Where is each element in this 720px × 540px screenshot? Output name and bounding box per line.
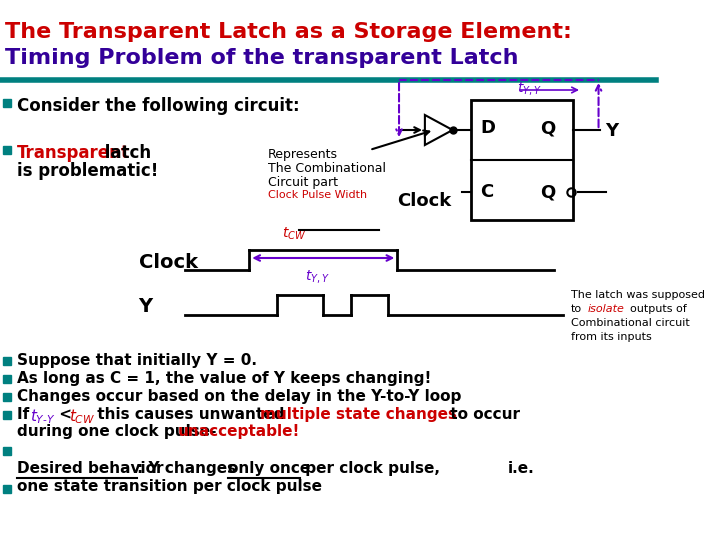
Text: isolate: isolate <box>588 304 624 314</box>
Text: C: C <box>480 183 494 201</box>
Text: Q: Q <box>540 183 556 201</box>
Text: Timing Problem of the transparent Latch: Timing Problem of the transparent Latch <box>4 48 518 68</box>
Text: unacceptable!: unacceptable! <box>177 424 300 439</box>
Text: Suppose that initially Y = 0.: Suppose that initially Y = 0. <box>17 353 256 368</box>
Text: outputs of: outputs of <box>630 304 687 314</box>
Text: Y: Y <box>138 298 153 316</box>
Text: $t_{Y,Y}$: $t_{Y,Y}$ <box>517 79 542 97</box>
Text: Clock: Clock <box>138 253 197 272</box>
Text: $t_{Y\text{-}Y}$: $t_{Y\text{-}Y}$ <box>30 407 56 426</box>
Text: to: to <box>571 304 582 314</box>
Text: : Y changes: : Y changes <box>137 461 241 476</box>
Text: The Transparent Latch as a Storage Element:: The Transparent Latch as a Storage Eleme… <box>4 22 572 42</box>
Text: Combinational circuit: Combinational circuit <box>571 318 690 328</box>
Text: D: D <box>480 119 495 137</box>
Text: Consider the following circuit:: Consider the following circuit: <box>17 97 300 115</box>
Text: Q: Q <box>540 119 556 137</box>
FancyBboxPatch shape <box>471 100 572 220</box>
Text: Represents: Represents <box>268 148 338 161</box>
Text: Y: Y <box>605 122 618 140</box>
Text: Circuit part: Circuit part <box>268 176 338 189</box>
Text: $t_{CW}$: $t_{CW}$ <box>282 226 306 242</box>
Text: Desired behavior: Desired behavior <box>17 461 163 476</box>
Text: to occur: to occur <box>445 407 521 422</box>
Text: $t_{Y,Y}$: $t_{Y,Y}$ <box>305 268 330 285</box>
Text: The Combinational: The Combinational <box>268 162 386 175</box>
Text: from its inputs: from its inputs <box>571 332 652 342</box>
Text: multiple state changes: multiple state changes <box>261 407 457 422</box>
Text: The latch was supposed: The latch was supposed <box>571 290 705 300</box>
Text: one state transition per clock pulse: one state transition per clock pulse <box>17 479 322 494</box>
Text: Clock: Clock <box>397 192 451 210</box>
Text: only once: only once <box>228 461 310 476</box>
Text: i.e.: i.e. <box>508 461 535 476</box>
Text: this causes unwanted: this causes unwanted <box>92 407 290 422</box>
Text: Changes occur based on the delay in the Y-to-Y loop: Changes occur based on the delay in the … <box>17 389 461 404</box>
Text: $t_{CW}$: $t_{CW}$ <box>69 407 96 426</box>
Text: per clock pulse,: per clock pulse, <box>300 461 440 476</box>
Text: Clock Pulse Width: Clock Pulse Width <box>268 190 367 200</box>
Text: latch: latch <box>99 144 151 162</box>
Text: <: < <box>53 407 77 422</box>
Text: is problematic!: is problematic! <box>17 162 158 180</box>
Text: If: If <box>17 407 34 422</box>
Text: As long as C = 1, the value of Y keeps changing!: As long as C = 1, the value of Y keeps c… <box>17 371 431 386</box>
Text: Transparent: Transparent <box>17 144 130 162</box>
Polygon shape <box>425 115 453 145</box>
Text: during one clock pulse-: during one clock pulse- <box>17 424 221 439</box>
